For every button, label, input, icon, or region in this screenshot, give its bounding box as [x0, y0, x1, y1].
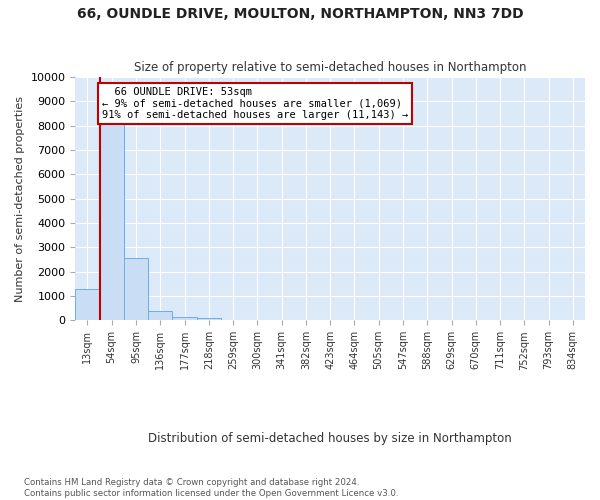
Bar: [124, 258, 148, 320]
Y-axis label: Number of semi-detached properties: Number of semi-detached properties: [15, 96, 25, 302]
Bar: [172, 317, 197, 320]
Bar: [197, 318, 221, 320]
Title: Size of property relative to semi-detached houses in Northampton: Size of property relative to semi-detach…: [134, 62, 526, 74]
Text: 66, OUNDLE DRIVE, MOULTON, NORTHAMPTON, NN3 7DD: 66, OUNDLE DRIVE, MOULTON, NORTHAMPTON, …: [77, 8, 523, 22]
X-axis label: Distribution of semi-detached houses by size in Northampton: Distribution of semi-detached houses by …: [148, 432, 512, 445]
Bar: [100, 124, 124, 320]
Bar: [148, 311, 172, 320]
Text: 66 OUNDLE DRIVE: 53sqm
← 9% of semi-detached houses are smaller (1,069)
91% of s: 66 OUNDLE DRIVE: 53sqm ← 9% of semi-deta…: [102, 87, 408, 120]
Bar: [75, 288, 100, 320]
Text: Contains HM Land Registry data © Crown copyright and database right 2024.
Contai: Contains HM Land Registry data © Crown c…: [24, 478, 398, 498]
